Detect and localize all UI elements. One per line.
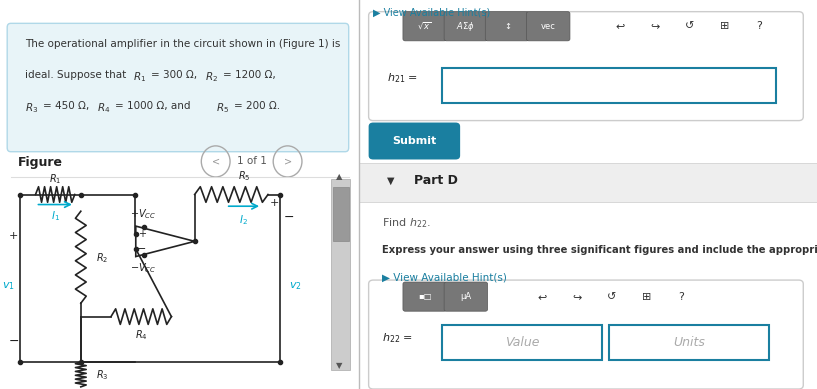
Text: ▶ View Available Hint(s): ▶ View Available Hint(s) — [373, 8, 490, 18]
Text: Part D: Part D — [414, 174, 458, 187]
Text: = 450 Ω,: = 450 Ω, — [43, 101, 96, 111]
Text: Units: Units — [673, 336, 705, 349]
FancyBboxPatch shape — [7, 23, 349, 152]
Text: Figure: Figure — [18, 156, 63, 168]
Text: Value: Value — [505, 336, 539, 349]
FancyBboxPatch shape — [444, 12, 488, 41]
Text: ▪□: ▪□ — [418, 292, 431, 301]
Text: $h_{22}$ =: $h_{22}$ = — [382, 331, 413, 345]
Text: $I_1$: $I_1$ — [51, 210, 60, 223]
Text: ⊞: ⊞ — [642, 292, 651, 301]
Text: $R_1$: $R_1$ — [133, 70, 146, 84]
Text: $R_4$: $R_4$ — [97, 101, 110, 115]
FancyBboxPatch shape — [359, 163, 817, 202]
Text: $h_{21}$ =: $h_{21}$ = — [387, 71, 417, 85]
Text: $\updownarrow$: $\updownarrow$ — [502, 21, 511, 31]
Text: = 1200 Ω,: = 1200 Ω, — [223, 70, 275, 80]
FancyBboxPatch shape — [485, 12, 529, 41]
FancyBboxPatch shape — [333, 187, 349, 241]
Text: ↩: ↩ — [615, 21, 625, 31]
FancyBboxPatch shape — [442, 68, 776, 103]
FancyBboxPatch shape — [403, 12, 446, 41]
Text: $v_2$: $v_2$ — [289, 280, 301, 293]
Text: $R_3$: $R_3$ — [25, 101, 38, 115]
Text: $+V_{CC}$: $+V_{CC}$ — [131, 207, 157, 221]
FancyBboxPatch shape — [442, 325, 602, 360]
Text: ideal. Suppose that: ideal. Suppose that — [25, 70, 130, 80]
Text: $R_5$: $R_5$ — [216, 101, 229, 115]
Text: <: < — [212, 156, 220, 166]
Text: $R_4$: $R_4$ — [135, 328, 148, 342]
Text: = 1000 Ω, and: = 1000 Ω, and — [115, 101, 197, 111]
Text: = 300 Ω,: = 300 Ω, — [151, 70, 203, 80]
Text: 1 of 1: 1 of 1 — [237, 156, 266, 166]
Text: >: > — [283, 156, 292, 166]
Text: Find $h_{22}$.: Find $h_{22}$. — [382, 216, 431, 230]
Text: $\sqrt{x}$: $\sqrt{x}$ — [417, 21, 432, 32]
Text: ▲: ▲ — [337, 172, 343, 182]
Text: = 200 Ω.: = 200 Ω. — [234, 101, 279, 111]
Text: ↺: ↺ — [607, 292, 617, 301]
Text: ↪: ↪ — [650, 21, 659, 31]
Text: $R_3$: $R_3$ — [96, 368, 109, 382]
Text: +: + — [137, 229, 145, 239]
Text: ▶ View Available Hint(s): ▶ View Available Hint(s) — [382, 272, 507, 282]
Text: −: − — [284, 211, 294, 224]
Text: ↺: ↺ — [685, 21, 694, 31]
FancyBboxPatch shape — [403, 282, 446, 311]
Text: $-V_{CC}$: $-V_{CC}$ — [131, 261, 157, 275]
FancyBboxPatch shape — [368, 123, 460, 159]
Text: $R_5$: $R_5$ — [238, 169, 250, 183]
Text: ⊞: ⊞ — [720, 21, 730, 31]
Text: $A\Sigma\phi$: $A\Sigma\phi$ — [457, 20, 475, 33]
Text: ▼: ▼ — [337, 361, 343, 370]
Text: ▼: ▼ — [387, 176, 395, 186]
Text: Express your answer using three significant figures and include the appropriate : Express your answer using three signific… — [382, 245, 817, 255]
Text: $R_2$: $R_2$ — [96, 251, 108, 265]
Text: µA: µA — [460, 292, 471, 301]
Text: ↪: ↪ — [573, 292, 582, 301]
Text: $v_1$: $v_1$ — [2, 280, 15, 293]
Text: ↩: ↩ — [538, 292, 547, 301]
Text: Submit: Submit — [392, 136, 436, 146]
Text: ?: ? — [757, 21, 762, 31]
Text: $R_2$: $R_2$ — [205, 70, 218, 84]
FancyBboxPatch shape — [331, 179, 350, 370]
Text: −: − — [8, 335, 19, 348]
FancyBboxPatch shape — [526, 12, 570, 41]
FancyBboxPatch shape — [444, 282, 488, 311]
FancyBboxPatch shape — [368, 12, 803, 121]
Text: $R_1$: $R_1$ — [49, 172, 61, 186]
Text: +: + — [9, 231, 19, 241]
Text: vec: vec — [541, 22, 556, 31]
Text: ?: ? — [679, 292, 685, 301]
Text: +: + — [270, 198, 279, 208]
FancyBboxPatch shape — [609, 325, 769, 360]
Text: −: − — [137, 244, 146, 254]
Text: The operational amplifier in the circuit shown in (Figure 1) is: The operational amplifier in the circuit… — [25, 39, 341, 49]
Text: $I_2$: $I_2$ — [239, 213, 248, 227]
FancyBboxPatch shape — [368, 280, 803, 389]
